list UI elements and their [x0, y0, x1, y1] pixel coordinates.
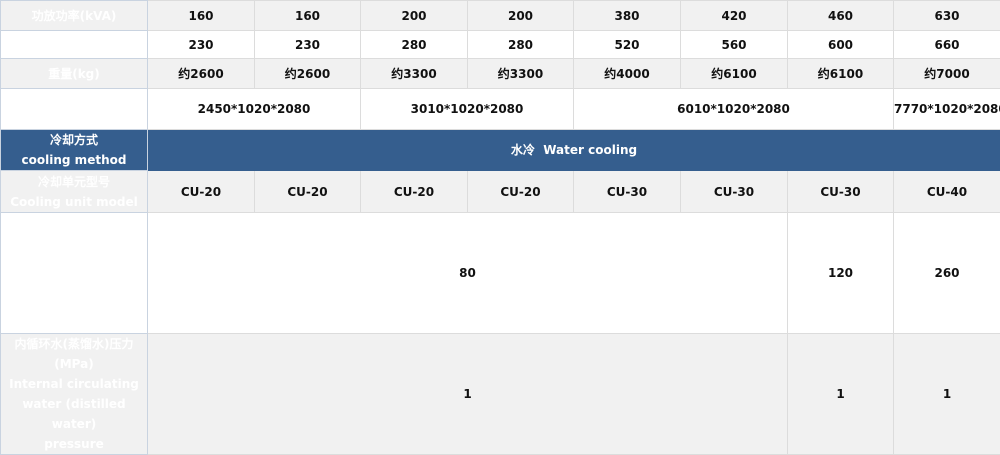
cell: 1 [788, 334, 894, 455]
cell: CU-30 [681, 171, 788, 213]
cell: 660 [894, 31, 1000, 59]
row-label: 电源要求(kVA) [1, 31, 148, 59]
cell: 7770*1020*2080 [894, 89, 1000, 130]
cell: 80 [148, 213, 788, 334]
cell: CU-30 [788, 171, 894, 213]
cell: 2450*1020*2080 [148, 89, 361, 130]
cell: CU-20 [468, 171, 574, 213]
row-label: 内循环水(蒸馏水)压力 (MPa) Internal circulating w… [1, 334, 148, 455]
row-weight: 重量(kg) 约2600 约2600 约3300 约3300 约4000 约61… [1, 59, 1000, 89]
cell: 380 [574, 1, 681, 31]
cell: 230 [148, 31, 255, 59]
cell: 约2600 [148, 59, 255, 89]
cell: 1 [148, 334, 788, 455]
cell: 230 [255, 31, 361, 59]
label-line: Internal circulating [1, 374, 147, 394]
label-line: flow [1, 313, 147, 333]
cell: 约3300 [361, 59, 468, 89]
label-line: 内循环水(蒸馏水)流量 [1, 213, 147, 233]
cell: 600 [788, 31, 894, 59]
label-line: (L/min) [1, 233, 147, 253]
cell: CU-40 [894, 171, 1000, 213]
cell: 200 [361, 1, 468, 31]
cell: 280 [361, 31, 468, 59]
cell: 520 [574, 31, 681, 59]
label-cn: 冷却方式 [1, 130, 147, 150]
row-label: 重量(kg) [1, 59, 148, 89]
cell: 200 [468, 1, 574, 31]
label-en: Cooling unit model [1, 192, 147, 212]
label-cn: 外形(W•H•D) [1, 89, 147, 109]
cell: 1 [894, 334, 1000, 455]
row-flow: 内循环水(蒸馏水)流量 (L/min) Internal circulating… [1, 213, 1000, 334]
cell: 280 [468, 31, 574, 59]
cell: 260 [894, 213, 1000, 334]
cell: 120 [788, 213, 894, 334]
cell: 6010*1020*2080 [574, 89, 894, 130]
label-line: 内循环水(蒸馏水)压力 [1, 334, 147, 354]
row-power-requirement: 电源要求(kVA) 230 230 280 280 520 560 600 66… [1, 31, 1000, 59]
cell: 约6100 [788, 59, 894, 89]
label-cn: 冷却单元型号 [1, 172, 147, 192]
row-label: 外形(W•H•D)shape [1, 89, 148, 130]
label-line: water (distilled water) [1, 273, 147, 313]
label-en: cooling method [1, 150, 147, 170]
row-label: 内循环水(蒸馏水)流量 (L/min) Internal circulating… [1, 213, 148, 334]
cell: 160 [148, 1, 255, 31]
label-line: pressure [1, 434, 147, 454]
cell: CU-20 [255, 171, 361, 213]
label-line: water (distilled water) [1, 394, 147, 434]
cell: 约3300 [468, 59, 574, 89]
cell: CU-20 [148, 171, 255, 213]
label-line: Internal circulating [1, 253, 147, 273]
row-label: 功放功率(kVA) [1, 1, 148, 31]
cell: 3010*1020*2080 [361, 89, 574, 130]
label-en: shape [1, 109, 147, 129]
cell: 560 [681, 31, 788, 59]
cell: 水冷 Water cooling [148, 130, 1000, 171]
cell: 420 [681, 1, 788, 31]
cell: 460 [788, 1, 894, 31]
cell: CU-30 [574, 171, 681, 213]
cell: 约7000 [894, 59, 1000, 89]
cell: 约2600 [255, 59, 361, 89]
cell: 630 [894, 1, 1000, 31]
cell: 160 [255, 1, 361, 31]
cell: CU-20 [361, 171, 468, 213]
row-shape: 外形(W•H•D)shape 2450*1020*2080 3010*1020*… [1, 89, 1000, 130]
row-pressure: 内循环水(蒸馏水)压力 (MPa) Internal circulating w… [1, 334, 1000, 455]
label-line: (MPa) [1, 354, 147, 374]
cell: 约6100 [681, 59, 788, 89]
cell: 约4000 [574, 59, 681, 89]
row-amp-power: 功放功率(kVA) 160 160 200 200 380 420 460 63… [1, 1, 1000, 31]
